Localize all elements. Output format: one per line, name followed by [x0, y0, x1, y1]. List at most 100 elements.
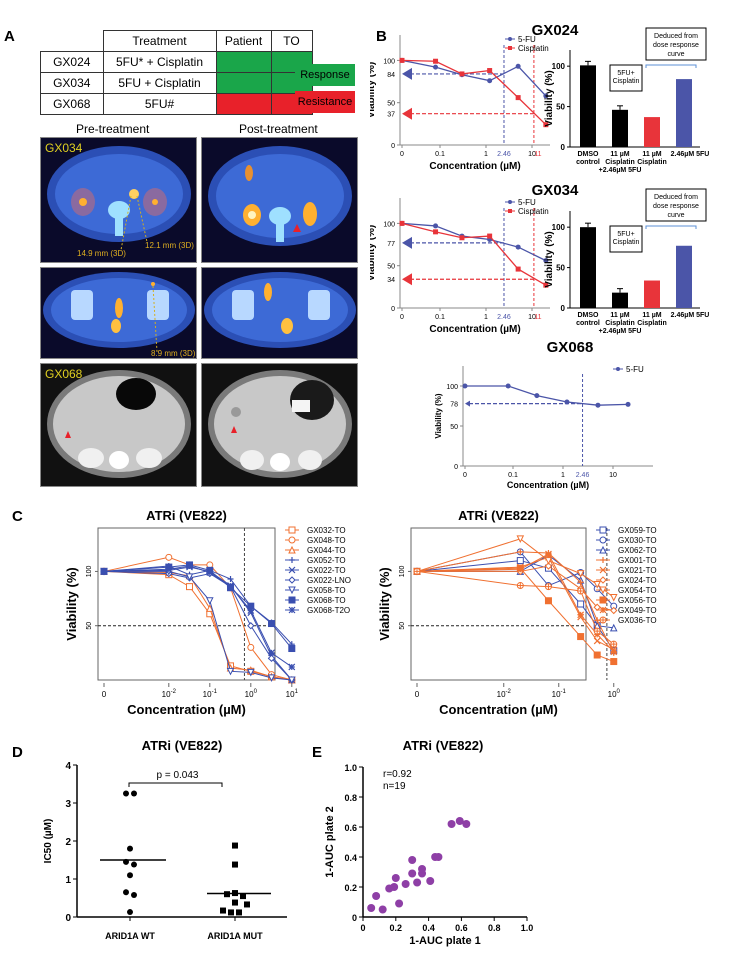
series-line-GX036-TO	[416, 570, 615, 645]
legend-marker	[288, 606, 296, 614]
series-line-GX021-TO	[416, 556, 614, 651]
legend-marker	[616, 367, 620, 371]
legend-resistance: Resistance	[295, 91, 355, 113]
y-tick-label: 50	[86, 622, 93, 630]
ref-x-label: 2.46	[497, 314, 511, 321]
data-point	[593, 627, 601, 635]
legend-label: GX068-TO	[307, 596, 346, 605]
y-ref-label: 77	[387, 241, 395, 248]
plot-frame	[410, 527, 587, 681]
legend-label: GX048-TO	[307, 536, 346, 545]
data-point	[610, 658, 618, 666]
data-point	[433, 229, 439, 235]
data-point	[610, 648, 618, 656]
x-tick-label: 0	[463, 472, 467, 479]
legend-label: GX001-TO	[618, 556, 657, 565]
legend-marker	[599, 616, 607, 624]
data-point	[413, 567, 421, 575]
data-point	[577, 600, 585, 608]
pet-ct-image: 8.9 mm (3D)	[43, 272, 196, 358]
data-point	[515, 95, 521, 101]
panel-label-a: A	[4, 28, 15, 45]
legend-label: GX068-T2O	[307, 606, 350, 615]
pet-ct-image	[208, 146, 352, 246]
y-ref-label: 37	[387, 112, 395, 119]
y-tick-label: 0	[454, 464, 458, 471]
marker-part	[610, 641, 617, 648]
x-axis-label: Concentration (µM)	[429, 324, 520, 335]
data-point	[544, 597, 552, 605]
data-point	[268, 649, 275, 657]
legend-label: GX059-TO	[618, 526, 657, 535]
series-line-GX001-TO	[416, 551, 615, 654]
table-header-row: Treatment Patient TO	[41, 30, 313, 52]
row-treatment: 5FU#	[102, 93, 217, 115]
y-axis-label: Viability (%)	[64, 567, 79, 640]
data-point	[127, 845, 133, 852]
data-point	[127, 909, 133, 916]
deduced-box-label: Deduced from dose response curve	[653, 33, 699, 58]
data-point	[165, 565, 173, 573]
legend-label: GX056-TO	[618, 596, 657, 605]
bracket	[645, 225, 697, 229]
data-point	[131, 861, 137, 868]
legend-label: GX052-TO	[307, 556, 346, 565]
legend-marker	[288, 536, 296, 544]
data-point	[205, 597, 214, 605]
data-point	[516, 565, 524, 573]
bar	[580, 65, 596, 147]
bar	[676, 245, 692, 308]
y-tick-label: 50	[387, 101, 395, 108]
table-row: GX068 5FU#	[40, 93, 313, 115]
data-point	[447, 820, 456, 828]
y-tick-label: 50	[387, 264, 395, 271]
y-tick-label: 3	[65, 799, 71, 810]
data-point	[610, 606, 618, 615]
series-line-GX068-T2O	[103, 565, 293, 668]
bar	[644, 280, 660, 308]
data-point	[434, 853, 443, 861]
data-point	[516, 582, 524, 590]
x-axis-label: Concentration (µM)	[429, 161, 520, 172]
svg-text:8.9 mm (3D): 8.9 mm (3D)	[151, 349, 196, 358]
y-tick-label: 100	[383, 221, 395, 228]
ref-x-label: 2.46	[497, 151, 511, 158]
data-point	[232, 899, 238, 906]
data-point	[247, 607, 255, 614]
patient-response-cell	[215, 51, 272, 73]
x-tick-label: 1	[561, 472, 565, 479]
data-point	[564, 399, 570, 405]
data-point	[462, 820, 471, 828]
data-point	[240, 893, 246, 900]
bar	[612, 292, 628, 308]
scan-label-gx034: GX034	[45, 141, 83, 155]
data-point	[205, 604, 214, 612]
pet-ct-image: GX034 14.9 mm (3D) 12.1 mm (3D)	[45, 141, 194, 258]
data-point	[391, 874, 400, 882]
data-point	[408, 856, 417, 864]
series-line-5-FU	[401, 59, 547, 97]
legend-label: GX036-TO	[618, 616, 657, 625]
series-line-Cisplatin	[401, 222, 547, 286]
data-point	[288, 645, 296, 653]
category-label: 2.46µM 5FU	[671, 312, 710, 319]
x-tick-label: 0.1	[435, 151, 445, 158]
data-point	[186, 562, 193, 570]
series-line-GX052-TO	[103, 565, 293, 645]
x-axis-label: Concentration (µM)	[507, 480, 589, 490]
data-point	[545, 550, 552, 558]
y-tick-label: 0.6	[344, 823, 357, 833]
data-point	[577, 579, 584, 586]
data-point	[227, 583, 234, 591]
x-tick-label: 0	[415, 690, 420, 699]
y-tick-label: 100	[552, 223, 566, 232]
data-point	[462, 383, 468, 389]
chart-title: ATRi (VE822)	[146, 508, 227, 523]
ref-x-label: 11	[534, 151, 541, 158]
data-point	[455, 817, 464, 825]
scan-gx068-post	[201, 363, 358, 487]
ref-x-label: 2.46	[576, 472, 590, 479]
x-axis-label: Concentration (µM)	[127, 702, 246, 717]
data-point	[395, 899, 404, 908]
